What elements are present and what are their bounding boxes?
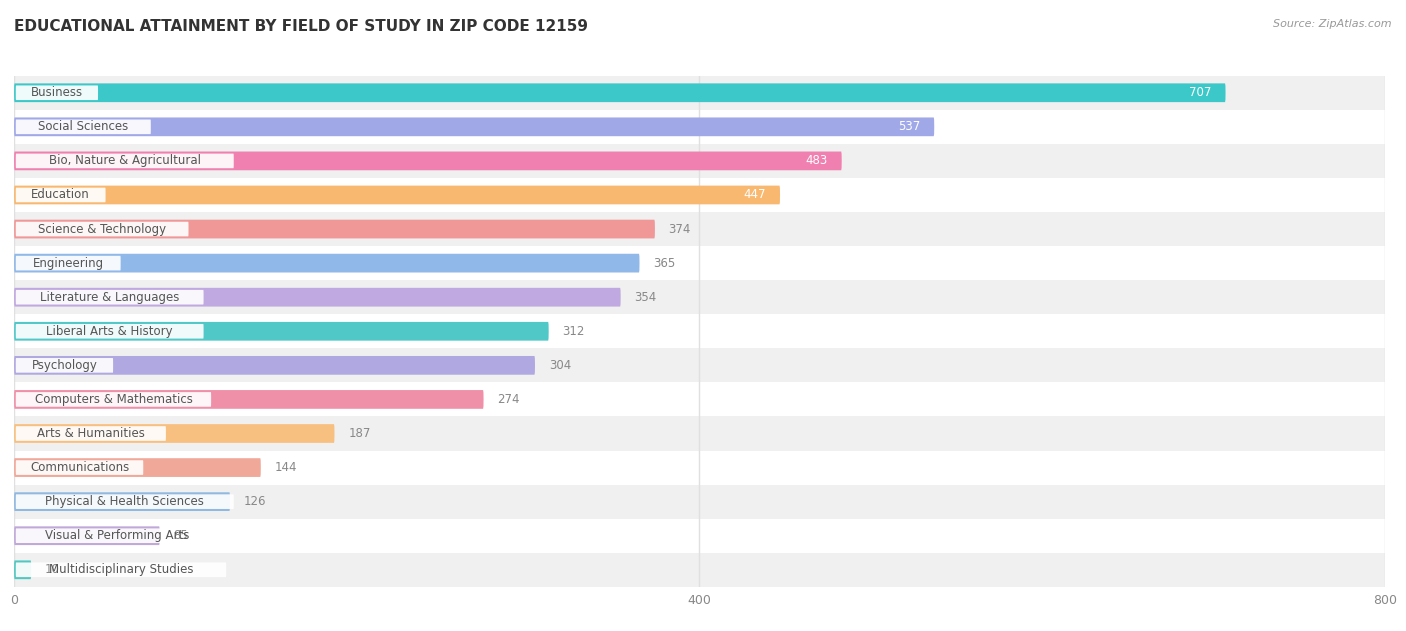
Text: Literature & Languages: Literature & Languages	[39, 291, 180, 304]
Text: Multidisciplinary Studies: Multidisciplinary Studies	[49, 563, 193, 576]
FancyBboxPatch shape	[14, 424, 335, 443]
FancyBboxPatch shape	[14, 560, 31, 579]
Text: 374: 374	[669, 223, 690, 235]
Bar	[14, 246, 1385, 280]
FancyBboxPatch shape	[15, 119, 150, 134]
Bar	[14, 178, 1385, 212]
FancyBboxPatch shape	[14, 186, 780, 204]
FancyBboxPatch shape	[14, 254, 640, 273]
Text: 447: 447	[744, 189, 766, 201]
Bar	[14, 76, 1385, 110]
FancyBboxPatch shape	[15, 562, 226, 577]
FancyBboxPatch shape	[15, 426, 166, 441]
Bar	[14, 416, 1385, 451]
Text: Communications: Communications	[30, 461, 129, 474]
FancyBboxPatch shape	[15, 256, 121, 271]
Bar	[14, 519, 1385, 553]
Text: 483: 483	[806, 155, 828, 167]
Bar	[14, 212, 1385, 246]
FancyBboxPatch shape	[14, 322, 548, 341]
Text: 354: 354	[634, 291, 657, 304]
Text: Source: ZipAtlas.com: Source: ZipAtlas.com	[1274, 19, 1392, 29]
FancyBboxPatch shape	[14, 390, 484, 409]
FancyBboxPatch shape	[14, 151, 842, 170]
FancyBboxPatch shape	[15, 85, 98, 100]
Text: Science & Technology: Science & Technology	[38, 223, 166, 235]
Text: 304: 304	[548, 359, 571, 372]
FancyBboxPatch shape	[15, 221, 188, 237]
FancyBboxPatch shape	[15, 187, 105, 203]
Text: Bio, Nature & Agricultural: Bio, Nature & Agricultural	[49, 155, 201, 167]
Text: 126: 126	[243, 495, 266, 508]
FancyBboxPatch shape	[15, 528, 219, 543]
Text: 144: 144	[274, 461, 297, 474]
Bar	[14, 348, 1385, 382]
Bar	[14, 553, 1385, 587]
Text: Social Sciences: Social Sciences	[38, 121, 128, 133]
FancyBboxPatch shape	[15, 494, 233, 509]
Bar	[14, 110, 1385, 144]
FancyBboxPatch shape	[14, 526, 160, 545]
Text: 187: 187	[349, 427, 371, 440]
FancyBboxPatch shape	[14, 288, 620, 307]
Text: Business: Business	[31, 86, 83, 99]
Text: Education: Education	[31, 189, 90, 201]
Text: 537: 537	[898, 121, 921, 133]
FancyBboxPatch shape	[14, 83, 1226, 102]
Text: Visual & Performing Arts: Visual & Performing Arts	[45, 529, 190, 542]
Text: Psychology: Psychology	[31, 359, 97, 372]
Bar	[14, 382, 1385, 416]
Text: 365: 365	[654, 257, 675, 269]
Text: 312: 312	[562, 325, 585, 338]
Text: 85: 85	[173, 529, 188, 542]
FancyBboxPatch shape	[15, 358, 112, 373]
Text: Arts & Humanities: Arts & Humanities	[37, 427, 145, 440]
FancyBboxPatch shape	[14, 356, 534, 375]
Bar	[14, 314, 1385, 348]
FancyBboxPatch shape	[14, 220, 655, 239]
Text: Computers & Mathematics: Computers & Mathematics	[35, 393, 193, 406]
FancyBboxPatch shape	[14, 117, 934, 136]
FancyBboxPatch shape	[15, 290, 204, 305]
FancyBboxPatch shape	[14, 458, 262, 477]
FancyBboxPatch shape	[15, 392, 211, 407]
Text: 707: 707	[1189, 86, 1212, 99]
Bar	[14, 485, 1385, 519]
Bar	[14, 280, 1385, 314]
Text: Engineering: Engineering	[32, 257, 104, 269]
Text: Liberal Arts & History: Liberal Arts & History	[46, 325, 173, 338]
FancyBboxPatch shape	[14, 492, 231, 511]
Text: 274: 274	[498, 393, 520, 406]
FancyBboxPatch shape	[15, 460, 143, 475]
Text: EDUCATIONAL ATTAINMENT BY FIELD OF STUDY IN ZIP CODE 12159: EDUCATIONAL ATTAINMENT BY FIELD OF STUDY…	[14, 19, 588, 34]
Text: Physical & Health Sciences: Physical & Health Sciences	[45, 495, 204, 508]
FancyBboxPatch shape	[15, 153, 233, 168]
Bar	[14, 451, 1385, 485]
FancyBboxPatch shape	[15, 324, 204, 339]
Text: 10: 10	[45, 563, 60, 576]
Bar	[14, 144, 1385, 178]
